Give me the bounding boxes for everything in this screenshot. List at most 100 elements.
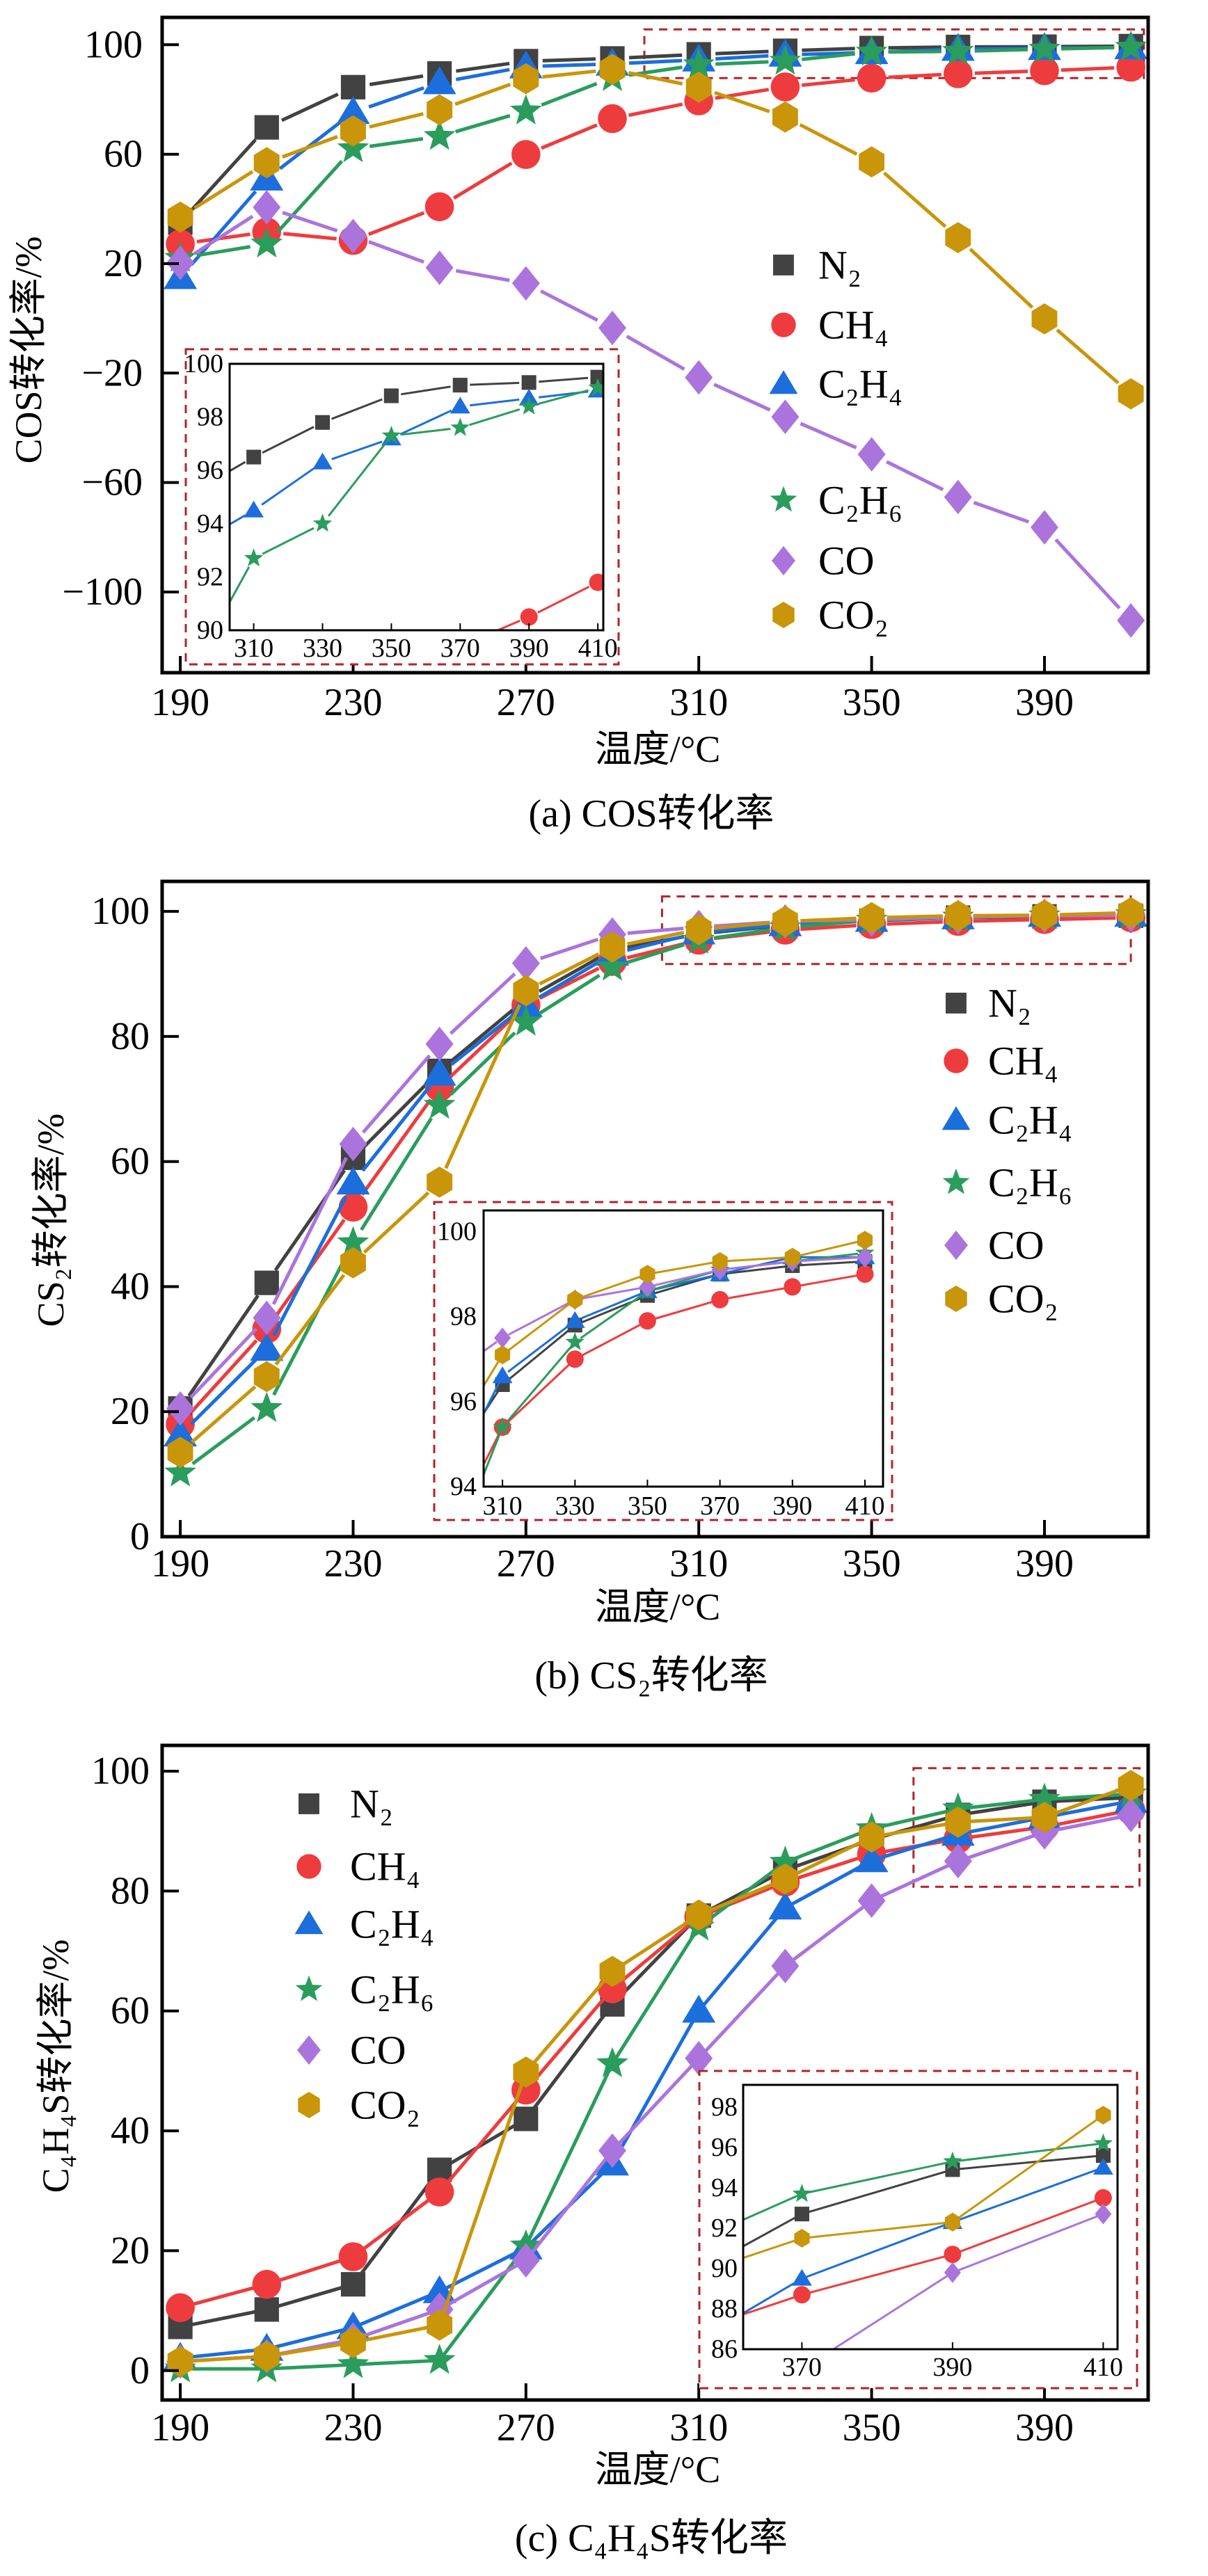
c2h4-data-point — [336, 1167, 370, 1194]
y-axis-label: COS转化率/% — [8, 236, 49, 463]
y-axis-label: C₄H₄S转化率/% — [35, 1939, 77, 2193]
inset-y-tick-label: 92 — [711, 2214, 738, 2243]
legend-marker-n2 — [299, 1793, 319, 1814]
inset-co2-data-point — [712, 1251, 728, 1271]
co-data-point — [685, 2041, 713, 2076]
y-tick-label: 40 — [111, 1265, 150, 1309]
co-data-point — [771, 1949, 800, 1983]
n2-data-point — [340, 74, 366, 99]
inset-y-tick-label: 88 — [711, 2294, 738, 2323]
legend-item-co: CO — [297, 2028, 406, 2073]
co2-data-point — [167, 1437, 193, 1469]
legend-marker-co2 — [772, 602, 795, 628]
co2-data-point — [772, 1863, 798, 1895]
inset-n2-data-point — [342, 2545, 357, 2560]
co2-data-point — [513, 2056, 539, 2088]
inset-c2h6-data-point — [642, 2250, 660, 2269]
inset-n2-data-point — [315, 415, 330, 430]
legend-label: N₂ — [818, 243, 861, 288]
inset-n2-data-point — [521, 375, 537, 390]
legend-item-c2h6: C₂H₆ — [295, 1967, 434, 2013]
inset-x-tick-label: 390 — [509, 634, 549, 663]
inset-series-layer — [342, 2106, 1113, 2560]
co2-data-point — [1031, 303, 1058, 335]
legend-marker-c2h4 — [294, 1910, 324, 1935]
inset-c2h6-data-point — [312, 513, 333, 532]
inset-c2h6-data-point — [450, 417, 470, 436]
inset-y-tick-label: 96 — [450, 1387, 477, 1416]
co-data-point — [253, 1300, 281, 1336]
inset-c2h4-data-point — [450, 397, 470, 414]
legend-label: C₂H₆ — [988, 1160, 1072, 1206]
inset-y-tick-label: 96 — [197, 456, 223, 485]
inset-ch4-series — [495, 573, 603, 630]
highlight-region-box — [643, 28, 1145, 79]
inset-co2-data-point — [794, 2229, 810, 2248]
c2h6-data-point — [423, 2344, 456, 2374]
c2h6-data-point — [337, 1226, 369, 1256]
inset-dashed-box — [698, 2070, 1138, 2390]
inset-n2-data-point — [794, 2207, 809, 2222]
inset-co2-series-line — [743, 2114, 1104, 2259]
legend: N₂ CH₄ C₂H₄ C₂H₆ CO CO₂ — [294, 1782, 434, 2128]
inset-ch4-data-point — [566, 1350, 584, 1368]
co-data-point — [1117, 603, 1145, 638]
inset-x-tick-label: 390 — [932, 2353, 972, 2382]
legend-item-c2h4: C₂H₄ — [941, 1098, 1072, 1143]
legend-label: C₂H₄ — [818, 362, 903, 407]
x-tick-label: 310 — [669, 2406, 728, 2449]
legend: N₂ CH₄ C₂H₄ C₂H₆ CO CO₂ — [941, 981, 1072, 1322]
co2-data-point — [253, 147, 280, 179]
co2-data-point — [1031, 899, 1058, 931]
x-tick-label: 350 — [843, 1542, 901, 1585]
ch4-data-point — [770, 72, 800, 102]
inset-c2h4-series-line — [230, 390, 589, 526]
x-tick-label: 190 — [151, 1542, 209, 1585]
c2h6-series — [164, 30, 1147, 272]
inset-co-data-point — [39, 2525, 56, 2546]
c2h4-data-point — [164, 1418, 198, 1447]
c2h6-data-point — [337, 2348, 369, 2378]
co2-series — [167, 54, 1144, 410]
co2-data-point — [1031, 1802, 1058, 1833]
inset-c2h6-data-point — [381, 426, 402, 445]
inset-y-tick-label: 98 — [450, 1302, 477, 1331]
c2h6-data-point — [855, 35, 888, 66]
x-tick-label: 390 — [1015, 2406, 1074, 2449]
c2h4-data-point — [855, 1844, 889, 1873]
y-tick-label: −100 — [62, 570, 143, 614]
inset-ch4-data-point — [784, 1278, 802, 1296]
ch4-data-point — [424, 192, 454, 222]
co2-data-point — [513, 975, 539, 1007]
inset-n2-data-point — [278, 2307, 292, 2322]
inset-y-tick-label: 96 — [711, 2133, 738, 2162]
inset-ch4-series-line — [743, 2196, 1104, 2316]
c2h6-series-line — [196, 45, 1115, 257]
y-tick-label: 40 — [111, 2109, 150, 2152]
inset-c2h4-data-point — [244, 500, 264, 518]
co-data-point — [1031, 510, 1058, 545]
inset-y-tick-label: 100 — [184, 349, 223, 378]
inset-co2-data-point — [495, 1345, 511, 1365]
n2-data-point — [254, 115, 279, 140]
inset-x-tick-label: 310 — [234, 634, 273, 663]
inset-c2h6-data-point — [491, 2363, 510, 2381]
inset-frame — [742, 2083, 1119, 2351]
inset-c2h4-data-point — [275, 2327, 295, 2344]
legend-label: N₂ — [988, 981, 1031, 1026]
inset-co2-series — [484, 1231, 873, 1389]
c2h6-data-point — [251, 227, 283, 258]
inset-x-tick-label: 370 — [440, 634, 480, 663]
co-data-point — [944, 479, 972, 515]
inset-c2h4-data-point — [1093, 2158, 1113, 2175]
inset-ch4-data-point — [421, 1563, 438, 1581]
co2-data-point — [859, 1821, 884, 1853]
inset-x-tick-label: 410 — [845, 1491, 885, 1521]
c2h6-data-point — [769, 44, 802, 75]
co2-data-point — [1118, 378, 1144, 410]
co-data-point — [857, 1883, 886, 1918]
co-data-point — [511, 946, 540, 981]
